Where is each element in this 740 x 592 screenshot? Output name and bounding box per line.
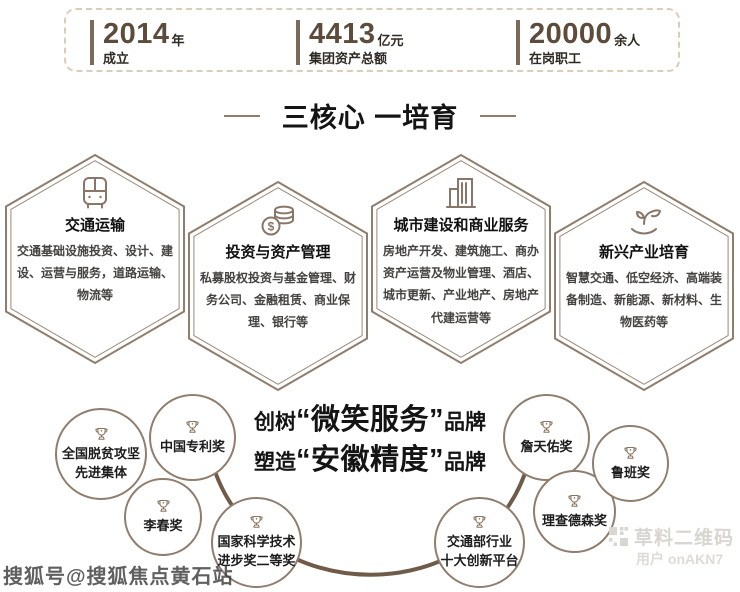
hex-description: 私募股权投资与基金管理、财务公司、金融租赁、商业保理、银行等 bbox=[199, 271, 356, 330]
qr-watermark-user: 用户 onAKN7 bbox=[636, 551, 724, 567]
award-zhantianyou: 詹天佑奖 bbox=[503, 394, 590, 481]
stat-label: 成立 bbox=[103, 51, 130, 66]
stat-assets: 4413 亿元 集团资产总额 bbox=[296, 20, 404, 65]
hex-description: 房地产开发、建筑施工、商办资产运营及物业管理、酒店、城市更新、产业地产、房地产代… bbox=[382, 244, 539, 325]
hex-description: 智慧交通、低空经济、高端装备制造、新能源、新材料、生物医药等 bbox=[565, 271, 722, 330]
trophy-icon bbox=[156, 500, 170, 512]
award-label: 中国专利奖 bbox=[159, 438, 225, 454]
hex-investment: $ 投资与资产管理 私募股权投资与基金管理、财务公司、金融租赁、商业保理、银行等 bbox=[186, 180, 370, 392]
buildings-icon bbox=[446, 178, 476, 208]
sohu-watermark: 搜狐号@搜狐焦点黄石站 bbox=[3, 566, 234, 588]
page-title: 三核心 一培育 bbox=[281, 103, 459, 133]
brand-text-emphasis: “微笑服务” bbox=[295, 404, 444, 436]
award-label: 理查德森奖 bbox=[541, 512, 607, 528]
stat-value: 20000 bbox=[529, 18, 613, 50]
brand-line-2: 塑造“安徽精度”品牌 bbox=[240, 442, 500, 478]
hex-title: 交通运输 bbox=[64, 217, 125, 234]
award-label: 李春奖 bbox=[143, 518, 183, 534]
hex-transportation: 交通运输 交通基础设施投资、设计、建设、运营与服务，道路运输、物流等 bbox=[3, 153, 187, 365]
svg-text:$: $ bbox=[268, 220, 275, 234]
hexagon-outline bbox=[5, 153, 185, 365]
stats-bar: 2014 年 成立 4413 亿元 集团资产总额 20000 余人 bbox=[64, 8, 680, 72]
stat-employees: 20000 余人 在岗职工 bbox=[516, 20, 640, 65]
hexagon-outline bbox=[371, 153, 551, 365]
qr-watermark: 草料二维码 bbox=[608, 523, 734, 550]
brand-text: 品牌 bbox=[444, 451, 486, 475]
sprout-hand-icon bbox=[631, 209, 661, 235]
hexagon-outline bbox=[554, 180, 734, 392]
award-china-patent: 中国专利奖 bbox=[149, 394, 236, 481]
stat-value: 2014 bbox=[103, 18, 170, 50]
trophy-icon bbox=[540, 420, 553, 433]
award-transport-innovation: 交通部行业 十大创新平台 bbox=[434, 497, 525, 588]
stat-label: 在岗职工 bbox=[529, 51, 582, 66]
hex-title: 新兴产业培育 bbox=[598, 244, 689, 261]
brand-line-1: 创树“微笑服务”品牌 bbox=[240, 402, 500, 438]
award-label: 詹天佑奖 bbox=[520, 438, 573, 454]
trophy-icon bbox=[624, 446, 637, 459]
hex-description: 交通基础设施投资、设计、建设、运营与服务，道路运输、物流等 bbox=[16, 244, 173, 303]
section-title: 三核心 一培育 bbox=[0, 96, 740, 135]
hex-urban-construction: 城市建设和商业服务 房地产开发、建筑施工、商办资产运营及物业管理、酒店、城市更新… bbox=[369, 153, 553, 365]
award-lichun: 李春奖 bbox=[124, 478, 202, 556]
stat-unit: 亿元 bbox=[377, 33, 404, 48]
award-luban: 鲁班奖 bbox=[592, 425, 669, 502]
trophy-icon bbox=[94, 427, 108, 440]
brand-slogan: 创树“微笑服务”品牌 塑造“安徽精度”品牌 bbox=[240, 402, 500, 483]
trophy-icon bbox=[250, 516, 263, 528]
trophy-icon bbox=[186, 420, 199, 433]
hex-title: 投资与资产管理 bbox=[225, 244, 331, 261]
trophy-icon bbox=[473, 516, 486, 528]
stat-divider-bar bbox=[516, 20, 520, 65]
title-rule-right bbox=[480, 114, 517, 117]
title-rule-left bbox=[223, 114, 260, 117]
hex-title: 城市建设和商业服务 bbox=[393, 217, 529, 234]
award-label: 交通部行业 十大创新平台 bbox=[440, 534, 519, 568]
stat-unit: 年 bbox=[171, 33, 185, 48]
award-label: 全国脱贫攻坚 先进集体 bbox=[61, 445, 140, 480]
award-label: 鲁班奖 bbox=[610, 464, 650, 480]
brand-text: 品牌 bbox=[444, 411, 486, 434]
trophy-icon bbox=[568, 494, 581, 507]
award-poverty-alleviation: 全国脱贫攻坚 先进集体 bbox=[55, 408, 147, 500]
qr-watermark-label: 草料二维码 bbox=[634, 528, 735, 549]
stat-divider-bar bbox=[90, 20, 94, 65]
hexagon-outline bbox=[188, 180, 368, 392]
brand-text-emphasis: “安徽精度” bbox=[295, 444, 444, 477]
stat-divider-bar bbox=[296, 20, 300, 65]
stat-value: 4413 bbox=[309, 18, 376, 50]
brand-text: 塑造 bbox=[253, 451, 296, 475]
hex-emerging-industries: 新兴产业培育 智慧交通、低空经济、高端装备制造、新能源、新材料、生物医药等 bbox=[552, 180, 736, 392]
brand-text: 创树 bbox=[253, 411, 296, 434]
stat-label: 集团资产总额 bbox=[309, 51, 388, 66]
qr-code-icon bbox=[609, 527, 628, 546]
bus-icon bbox=[83, 177, 107, 209]
stat-unit: 余人 bbox=[614, 33, 641, 48]
coins-icon: $ bbox=[261, 205, 294, 236]
stat-founded: 2014 年 成立 bbox=[90, 20, 185, 65]
